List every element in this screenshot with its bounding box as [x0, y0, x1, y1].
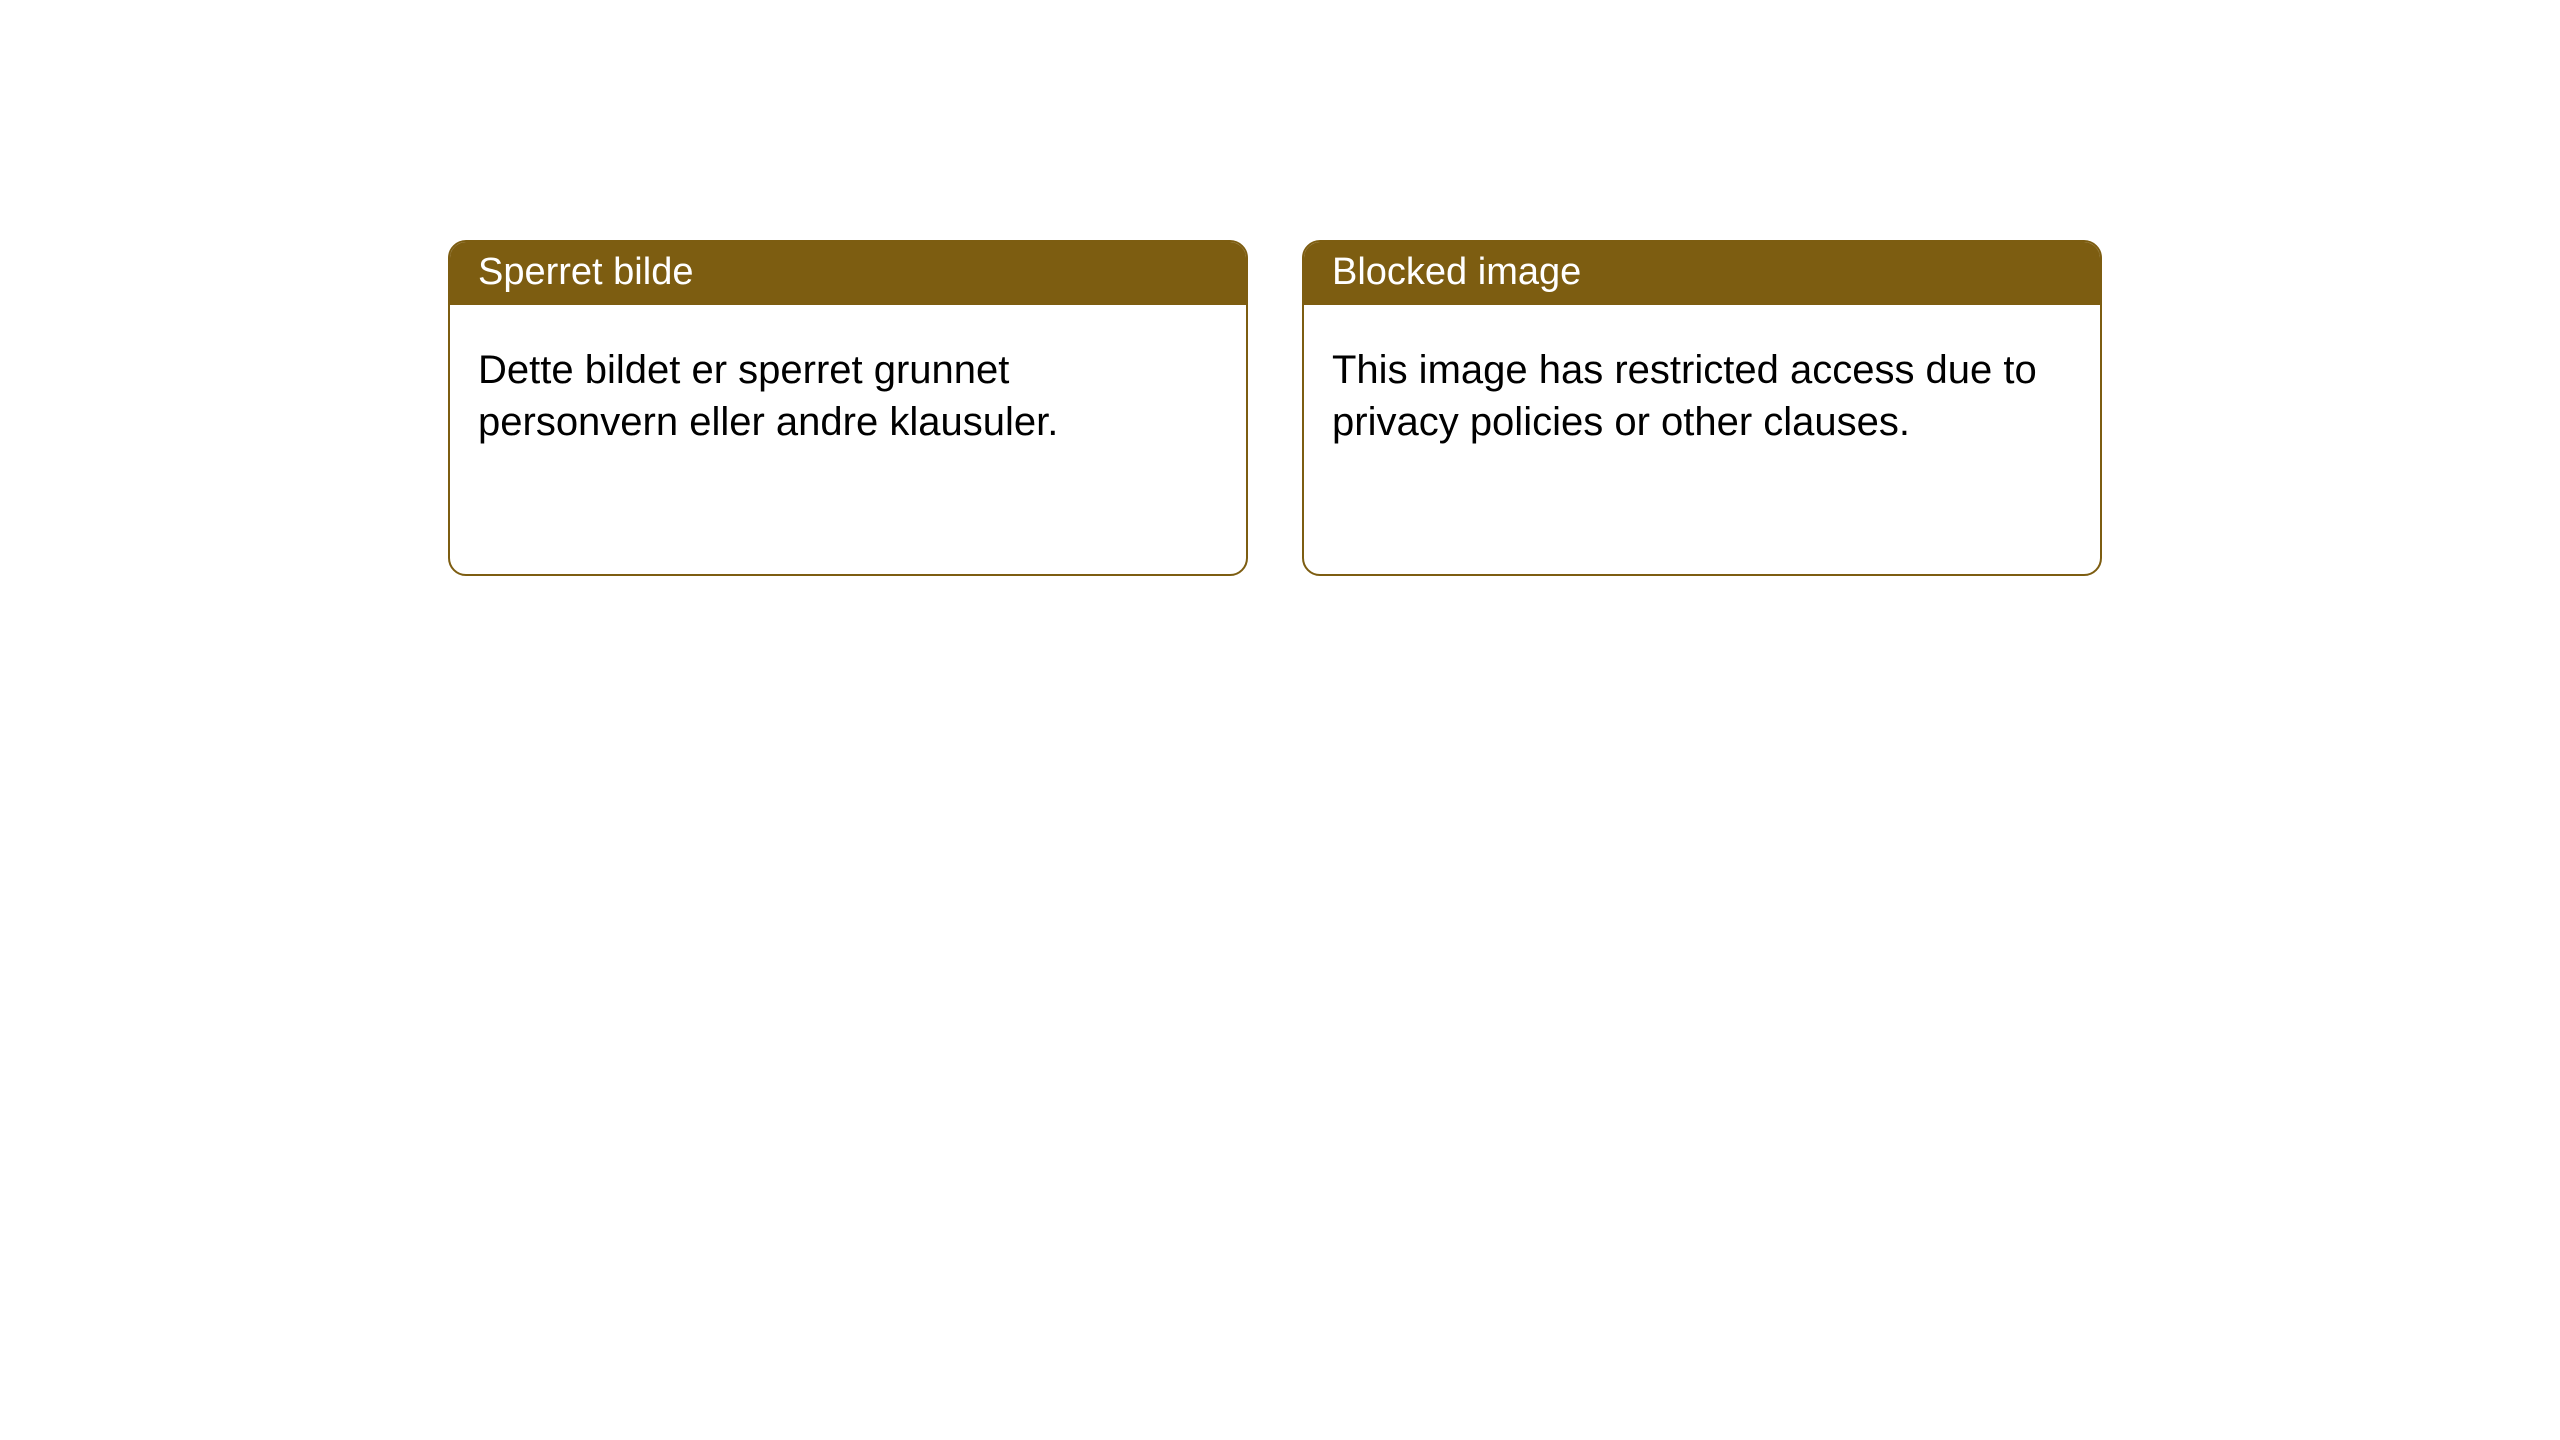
notice-container: Sperret bilde Dette bildet er sperret gr…	[0, 0, 2560, 576]
notice-card-english: Blocked image This image has restricted …	[1302, 240, 2102, 576]
notice-header-english: Blocked image	[1304, 242, 2100, 305]
notice-card-norwegian: Sperret bilde Dette bildet er sperret gr…	[448, 240, 1248, 576]
notice-body-norwegian: Dette bildet er sperret grunnet personve…	[450, 305, 1246, 487]
notice-body-english: This image has restricted access due to …	[1304, 305, 2100, 487]
notice-header-norwegian: Sperret bilde	[450, 242, 1246, 305]
